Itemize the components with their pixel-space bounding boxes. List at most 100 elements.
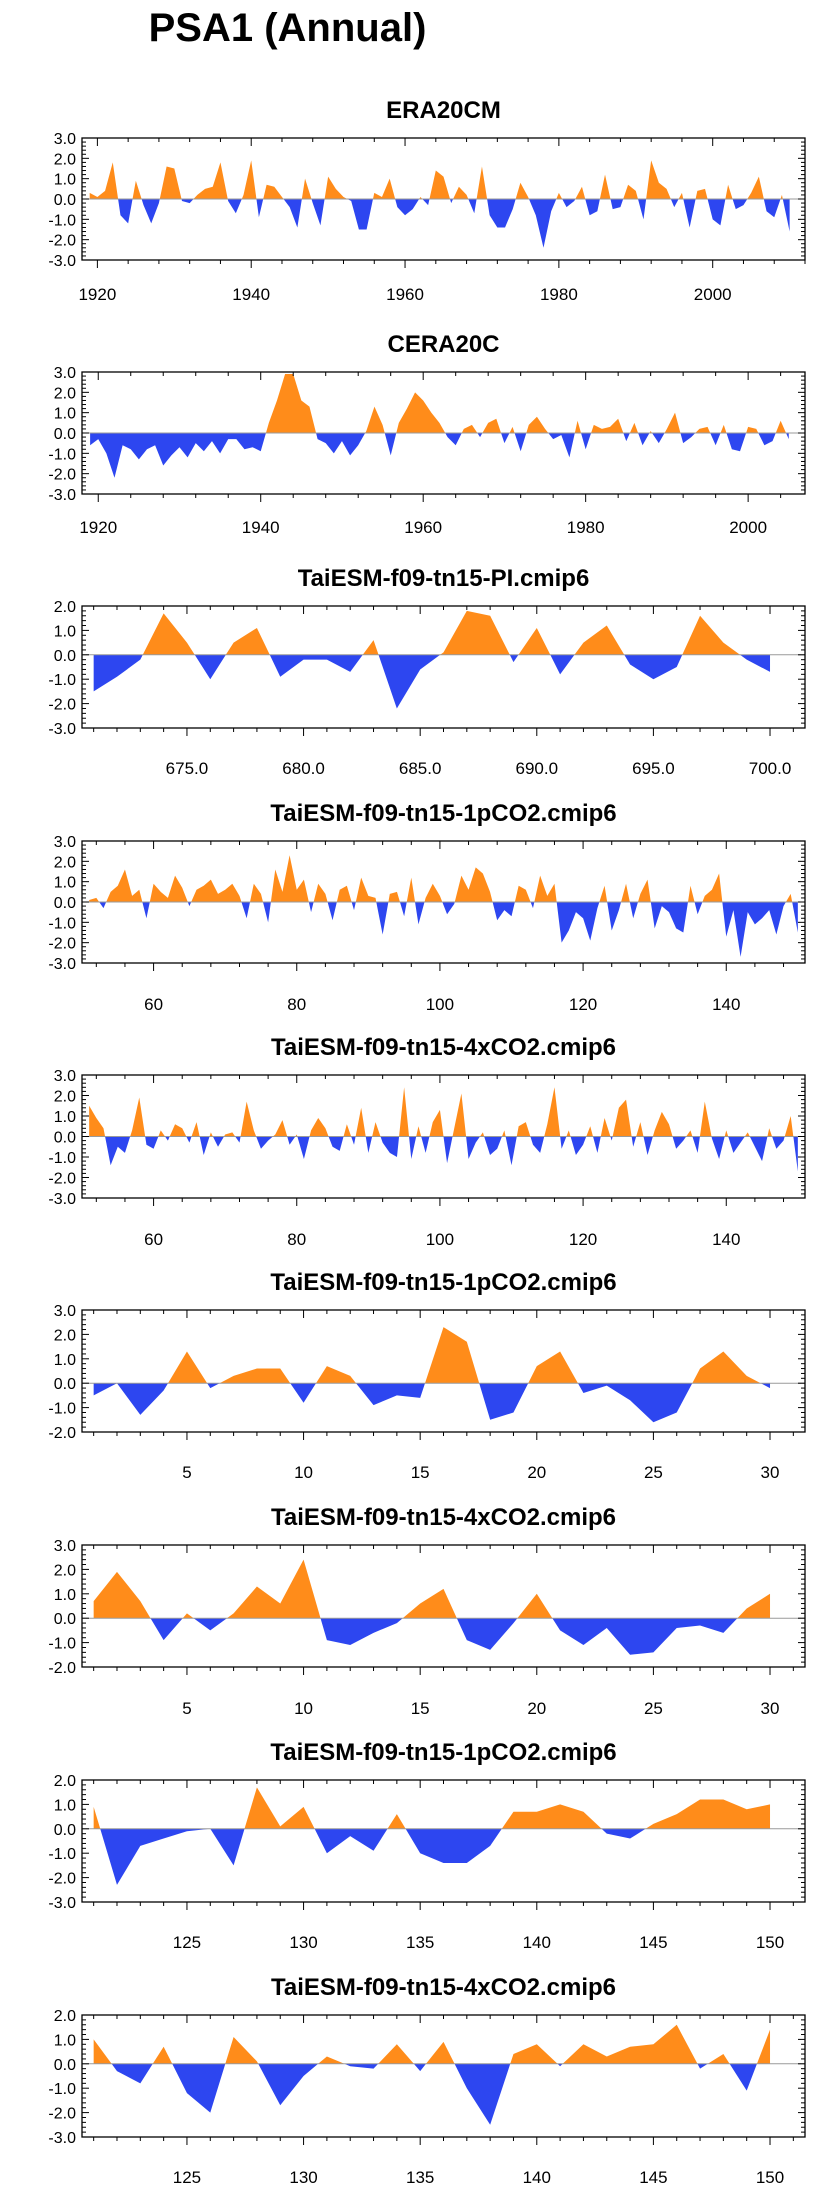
x-tick-label: 80 [287,995,306,1014]
y-tick-label: 1.0 [54,1109,76,1126]
chart-title: TaiESM-f09-tn15-4xCO2.cmip6 [271,1974,616,2001]
x-tick-label: 25 [644,1463,663,1482]
x-tick-label: 130 [289,1933,317,1952]
y-tick-label: -2.0 [48,2106,76,2123]
y-tick-label: -1.0 [48,1846,76,1863]
positive-anomaly-area [142,610,741,655]
y-tick-label: 1.0 [54,1587,76,1604]
chart-panel: TaiESM-f09-tn15-1pCO2.cmip6 -3.0 -2.0 -1.0 0… [48,800,806,1014]
negative-anomaly-area [150,1618,738,1655]
x-tick-label: 685.0 [399,759,442,778]
negative-anomaly-area [100,1828,646,1885]
positive-anomaly-area [93,2024,771,2064]
chart-title: CERA20C [387,331,499,358]
y-tick-label: -1.0 [48,446,76,463]
x-tick-label: 30 [761,1699,780,1718]
y-tick-label: -2.0 [48,233,76,250]
x-tick-label: 80 [287,1230,306,1249]
x-tick-label: 120 [569,1230,597,1249]
y-tick-label: 2.0 [54,1773,76,1790]
chart-panel: TaiESM-f09-tn15-PI.cmip6 -3.0 -2.0 -1.0 0.0 1… [48,565,806,778]
positive-anomaly-area [93,1787,771,1829]
y-tick-label: 2.0 [54,1327,76,1344]
x-tick-label: 60 [144,995,163,1014]
x-tick-label: 20 [527,1699,546,1718]
chart-title: TaiESM-f09-tn15-1pCO2.cmip6 [270,1269,616,1296]
x-tick-label: 1940 [232,285,270,304]
y-tick-label: -1.0 [48,1401,76,1418]
page-title: PSA1 (Annual) [148,6,427,50]
chart-title: TaiESM-f09-tn15-PI.cmip6 [298,565,590,592]
chart-panel: ERA20CM -3.0 -2.0 -1.0 0.0 1.0 2.0 3.0 1920 1940 1… [48,97,806,304]
x-tick-label: 10 [294,1463,313,1482]
y-tick-label: 1.0 [54,2032,76,2049]
x-tick-label: 1940 [242,518,280,537]
y-tick-label: -3.0 [48,721,76,738]
x-tick-label: 135 [406,2168,434,2187]
chart-panel: TaiESM-f09-tn15-1pCO2.cmip6 -2.0 -1.0 0.0 1.… [48,1269,806,1482]
y-tick-label: -1.0 [48,2081,76,2098]
x-tick-label: 1920 [78,285,116,304]
chart-title: TaiESM-f09-tn15-4xCO2.cmip6 [271,1504,616,1531]
y-tick-label: -3.0 [48,2130,76,2147]
y-tick-label: 3.0 [54,131,76,148]
x-tick-label: 1920 [79,518,117,537]
y-tick-label: -2.0 [48,1425,76,1442]
y-tick-label: 2.0 [54,599,76,616]
y-tick-label: 0.0 [54,648,76,665]
y-tick-label: 1.0 [54,1352,76,1369]
y-tick-label: 0.0 [54,1822,76,1839]
chart-panel: TaiESM-f09-tn15-4xCO2.cmip6 -3.0 -2.0 -1.0 0… [48,1034,806,1249]
x-tick-label: 675.0 [166,759,209,778]
y-tick-label: -2.0 [48,467,76,484]
x-tick-label: 130 [289,2168,317,2187]
negative-anomaly-area [118,199,790,248]
x-tick-label: 5 [182,1463,191,1482]
y-tick-label: 1.0 [54,172,76,189]
y-tick-label: 1.0 [54,406,76,423]
positive-anomaly-area [168,1327,761,1384]
x-tick-label: 20 [527,1463,546,1482]
y-tick-label: 3.0 [54,834,76,851]
x-tick-label: 100 [426,995,454,1014]
x-tick-label: 25 [644,1699,663,1718]
x-tick-label: 690.0 [516,759,559,778]
x-tick-label: 2000 [729,518,767,537]
chart-title: TaiESM-f09-tn15-4xCO2.cmip6 [271,1034,616,1061]
y-tick-label: -2.0 [48,936,76,953]
x-tick-label: 145 [639,1933,667,1952]
x-tick-label: 150 [756,1933,784,1952]
y-tick-label: 3.0 [54,1303,76,1320]
negative-anomaly-area [105,1136,798,1172]
x-tick-label: 30 [761,1463,780,1482]
positive-anomaly-area [265,374,787,433]
y-tick-label: 1.0 [54,875,76,892]
x-tick-label: 5 [182,1699,191,1718]
x-tick-label: 120 [569,995,597,1014]
y-tick-label: 2.0 [54,1089,76,1106]
negative-anomaly-area [93,654,771,709]
y-tick-label: -1.0 [48,915,76,932]
x-tick-label: 125 [173,2168,201,2187]
y-tick-label: 0.0 [54,192,76,209]
x-tick-label: 140 [523,2168,551,2187]
chart-title: TaiESM-f09-tn15-1pCO2.cmip6 [270,1739,616,1766]
x-tick-label: 145 [639,2168,667,2187]
x-tick-label: 140 [523,1933,551,1952]
x-tick-label: 1980 [567,518,605,537]
y-tick-label: -3.0 [48,1895,76,1912]
y-tick-label: 1.0 [54,623,76,640]
x-tick-label: 15 [411,1699,430,1718]
x-tick-label: 140 [712,995,740,1014]
negative-anomaly-area [90,433,789,478]
y-tick-label: 2.0 [54,2008,76,2025]
x-tick-label: 1980 [540,285,578,304]
y-tick-label: -1.0 [48,672,76,689]
negative-anomaly-area [111,2063,757,2125]
positive-anomaly-area [93,1559,771,1619]
y-tick-label: 0.0 [54,1611,76,1628]
y-tick-label: 2.0 [54,385,76,402]
positive-anomaly-area [89,855,793,902]
x-tick-label: 15 [411,1463,430,1482]
